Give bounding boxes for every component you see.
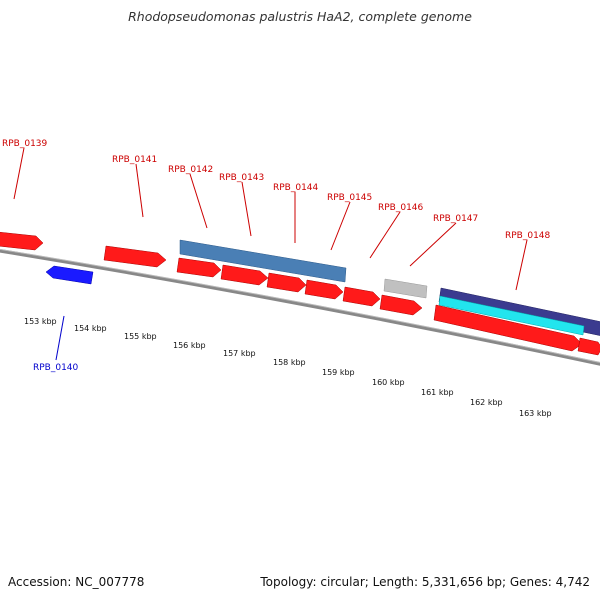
scale-label: 157 kbp <box>223 349 256 358</box>
gene-arrow-rpb0145[interactable] <box>304 279 344 300</box>
scale-label: 158 kbp <box>273 358 306 367</box>
scale-label: 162 kbp <box>470 398 503 407</box>
map-title: Rhodopseudomonas palustris HaA2, complet… <box>128 9 472 24</box>
gene-label-rpb0148[interactable]: RPB_0148 <box>505 231 551 241</box>
accession-text: Accession: NC_007778 <box>8 575 145 589</box>
gene-label-rpb0140[interactable]: RPB_0140 <box>33 363 79 373</box>
gene-label-rpb0145[interactable]: RPB_0145 <box>327 193 372 203</box>
scale-labels: 153 kbp 154 kbp 155 kbp 156 kbp 157 kbp … <box>24 317 552 418</box>
gene-label-rpb0139[interactable]: RPB_0139 <box>2 139 48 149</box>
scale-label: 163 kbp <box>519 409 552 418</box>
feature-cyan-bar[interactable] <box>438 295 585 336</box>
gene-label-rpb0147[interactable]: RPB_0147 <box>433 214 478 224</box>
label-lines <box>13 147 528 361</box>
gene-arrow-rpb0141[interactable] <box>103 245 167 268</box>
gene-label-group: RPB_0139 RPB_0140 RPB_0141 RPB_0142 RPB_… <box>2 139 551 373</box>
forward-gene-track <box>0 231 600 356</box>
gene-arrow-rpb0147[interactable] <box>379 294 423 316</box>
gene-arrow-rpb0144[interactable] <box>266 272 307 293</box>
gene-arrow-rpb0146[interactable] <box>342 286 381 307</box>
gene-label-rpb0143[interactable]: RPB_0143 <box>219 173 264 183</box>
scale-label: 160 kbp <box>372 378 405 387</box>
scale-label: 161 kbp <box>421 388 454 397</box>
scale-label: 153 kbp <box>24 317 57 326</box>
gene-arrow-rpb0140[interactable] <box>45 265 94 285</box>
gene-arrow-rpb0143[interactable] <box>220 264 269 286</box>
gene-arrow-rpb0142[interactable] <box>176 257 222 278</box>
gene-arrow-rpb0139[interactable] <box>0 231 44 251</box>
gene-label-rpb0146[interactable]: RPB_0146 <box>378 203 424 213</box>
feature-grey-bar[interactable] <box>383 278 428 299</box>
scale-label: 159 kbp <box>322 368 355 377</box>
gene-arrow-rpb0148[interactable] <box>433 304 583 352</box>
scale-label: 155 kbp <box>124 332 157 341</box>
gene-label-rpb0144[interactable]: RPB_0144 <box>273 183 319 193</box>
gene-arrow-rpb0149[interactable] <box>577 337 600 356</box>
scale-label: 156 kbp <box>173 341 206 350</box>
genome-summary-text: Topology: circular; Length: 5,331,656 bp… <box>260 575 590 589</box>
gene-label-rpb0141[interactable]: RPB_0141 <box>112 155 157 165</box>
genome-backbone <box>0 249 600 366</box>
scale-label: 154 kbp <box>74 324 107 333</box>
gene-label-rpb0142[interactable]: RPB_0142 <box>168 165 213 175</box>
feature-steelblue-bar[interactable] <box>179 239 347 283</box>
